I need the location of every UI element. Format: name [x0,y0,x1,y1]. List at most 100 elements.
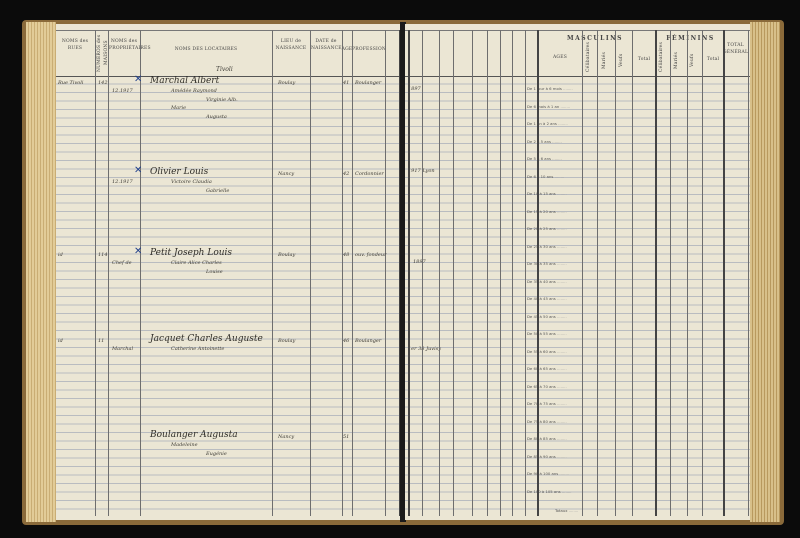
entry-profession: Cordonnier [355,171,384,177]
age-bracket-label: De 75 à 80 ans [527,419,567,424]
column-divider [408,30,410,516]
entry-birthplace: Nancy [278,434,295,440]
page-edges-left [26,22,56,522]
column-divider [472,30,473,516]
column-divider [272,30,273,516]
entry-household-member: Catherine Antoinette [171,346,225,352]
ruled-lines [56,76,401,516]
entry-birthplace: Nancy [278,171,295,177]
entry-age: 42 [343,171,350,177]
entry-household-member: Marie [171,105,187,111]
entry-birthplace: Boulay [278,80,296,86]
entry-age: 48 [343,252,350,258]
age-bracket-label: De 55 à 60 ans [527,349,567,354]
column-divider [487,30,488,516]
header-total-f: Total [706,57,720,62]
blue-cross-mark-icon: ✕ [134,246,143,257]
margin-note: 1897 [408,86,421,92]
header-maries-m: Mariés [602,51,607,69]
entry-house-number: 11 [98,338,105,344]
entry-profession: ouv. fondeur [355,252,387,258]
age-bracket-label: De 1 an à 2 ans [527,121,568,126]
age-bracket-label: De 5 à 6 ans [527,156,562,161]
header-feminins: FÉMININS [666,35,715,42]
entry-age: 41 [343,80,350,86]
column-divider [670,30,671,516]
header-total: TOTAL GÉNÉRAL [723,43,749,55]
entry-street: Rue Tivoli [58,80,84,86]
entry-owner-note: 12.1917 [112,179,133,185]
column-divider [537,30,539,516]
age-bracket-label: De 70 à 75 ans [527,401,567,406]
entry-head-of-household: Petit Joseph Louis [150,248,233,258]
header-ages: AGES [552,55,567,60]
age-bracket-label: De 25 à 30 ans [527,244,567,249]
column-divider [385,30,386,516]
age-bracket-label: De 30 à 35 ans [527,261,567,266]
column-divider [140,30,141,516]
entry-head-of-household: Jacquet Charles Auguste [150,334,263,344]
column-divider [597,30,598,516]
entry-household-member: Claire Alice Charles [171,260,222,266]
entry-household-member: Eugénie [206,450,227,457]
entry-household-member: Augusta [206,113,227,120]
totals-label: Totaux [555,508,578,513]
header-celibataires-m: Célibataires [586,41,591,72]
column-divider [310,30,311,516]
header-tenants: NOMS DES LOCATAIRES [174,47,238,52]
ruled-lines [405,76,750,516]
column-divider [525,30,526,516]
entry-head-of-household: Olivier Louis [150,167,209,177]
column-divider [632,30,633,516]
column-divider [422,30,423,516]
entry-owner-note: 12.1917 [112,88,133,94]
entry-household-member: Victoire Claudia [171,179,212,185]
age-bracket-label: De 6 à 10 ans [527,174,564,179]
column-divider [582,30,583,516]
age-bracket-label: De 50 à 55 ans [527,331,567,336]
entry-owner-note: Chef de [112,260,132,266]
column-divider [687,30,688,516]
entry-household-member: Amédée Raymond [171,88,217,94]
margin-note: 1897 [413,259,426,265]
age-bracket-label: De 65 à 70 ans [527,384,567,389]
page-edges-right [750,22,780,522]
header-birthplace: LIEU de NAISSANCE [275,39,307,51]
age-bracket-label: De 35 à 40 ans [527,279,567,284]
column-divider [342,30,343,516]
column-divider [748,30,749,516]
right-page: MASCULINS FÉMININS TOTAL GÉNÉRAL AGES Cé… [405,24,750,520]
age-bracket-label: De 2 à 5 ans [527,139,562,144]
header-street: NOMS des RUES [61,39,89,51]
column-divider [352,30,353,516]
entry-birthplace: Boulay [278,338,296,344]
age-bracket-label: De 90 à 100 ans [527,471,569,476]
entry-profession: Boulanger [355,80,382,86]
header-masculins: MASCULINS [567,35,623,42]
header-age: AGE [341,47,353,52]
header-veufs-m: Veufs [619,53,624,67]
entry-household-member: Louise [206,268,223,275]
blue-cross-mark-icon: ✕ [134,74,143,85]
blue-cross-mark-icon: ✕ [134,165,143,176]
entry-owner-note: Marchal [112,346,134,352]
age-bracket-label: De 20 à 25 ans [527,226,567,231]
entry-household-member: Gabrielle [206,187,230,194]
age-bracket-label: De 10 à 15 ans [527,191,567,196]
column-divider [95,30,96,516]
column-divider [439,30,440,516]
column-divider [702,30,703,516]
header-veufs-f: Veufs [690,53,695,67]
header-total-m: Total [637,57,651,62]
entry-household-member: Madeleine [171,442,198,448]
column-divider [453,30,454,516]
entry-birthplace: Boulay [278,252,296,258]
entry-household-member: Virginie Alb. [206,96,238,103]
header-profession: PROFESSION [352,47,387,52]
column-divider [723,30,725,516]
column-divider [655,30,657,516]
age-bracket-label: De 40 à 45 ans [527,296,567,301]
entry-house-number: 142 [98,80,108,86]
header-maries-f: Mariés [674,51,679,69]
header-owners: NOMS des PROPRIÉTAIRES [109,39,151,51]
